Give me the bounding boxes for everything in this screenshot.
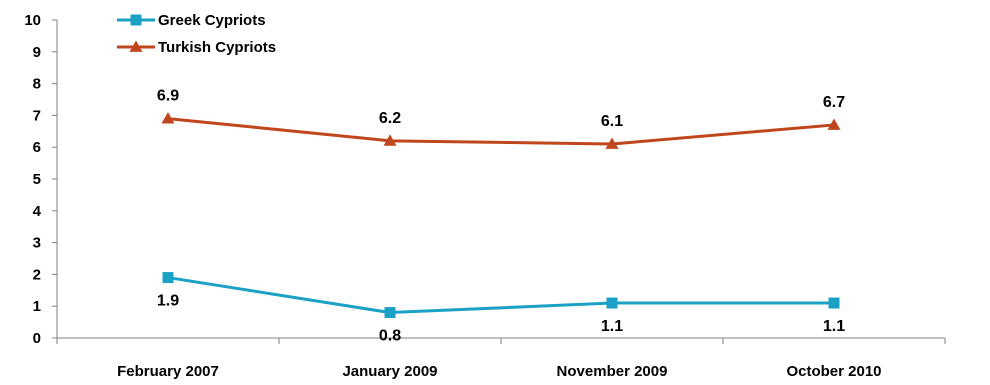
x-tick-label: October 2010 xyxy=(786,363,881,380)
y-tick-label: 9 xyxy=(33,44,41,61)
series-line xyxy=(167,117,835,146)
data-point xyxy=(828,297,840,309)
series-greek-cypriots: 1.9 0.8 1.1 1.1 xyxy=(157,272,845,345)
legend-label: Turkish Cypriots xyxy=(158,39,276,56)
y-tick-label: 10 xyxy=(24,12,41,29)
data-label: 6.9 xyxy=(157,88,179,105)
y-tick-label: 2 xyxy=(33,266,41,283)
series-layer: 1.9 0.8 1.1 1.1 6.9 6.2 6.1 6.7 xyxy=(157,88,845,345)
legend: Greek Cypriots Turkish Cypriots xyxy=(117,12,276,56)
series-turkish-cypriots: 6.9 6.2 6.1 6.7 xyxy=(157,88,845,149)
data-point xyxy=(605,137,619,149)
data-label: 6.7 xyxy=(823,94,845,111)
x-tick-label: January 2009 xyxy=(342,363,437,380)
legend-marker xyxy=(129,40,143,52)
legend-item: Greek Cypriots xyxy=(117,12,266,29)
x-tick-labels: February 2007 January 2009 November 2009 Oc… xyxy=(117,363,881,380)
data-label: 1.1 xyxy=(601,318,623,335)
y-tick-label: 5 xyxy=(33,171,41,188)
series-line xyxy=(167,276,834,315)
y-tick-label: 0 xyxy=(33,330,41,347)
data-label: 0.8 xyxy=(379,328,401,345)
y-tick-label: 1 xyxy=(33,298,41,315)
y-tick-label: 8 xyxy=(33,76,41,93)
data-label: 1.9 xyxy=(157,293,179,310)
legend-marker xyxy=(130,14,142,26)
data-point xyxy=(162,272,174,284)
y-tick-label: 7 xyxy=(33,107,41,124)
x-tick-label: February 2007 xyxy=(117,363,219,380)
data-label: 1.1 xyxy=(823,318,845,335)
legend-label: Greek Cypriots xyxy=(158,12,266,29)
legend-item: Turkish Cypriots xyxy=(117,39,276,56)
y-tick-label: 3 xyxy=(33,235,41,252)
y-tick-label: 4 xyxy=(33,203,42,220)
y-tick-labels: 0 1 2 3 4 5 6 7 8 9 10 xyxy=(24,12,41,347)
data-point xyxy=(161,112,175,124)
data-point xyxy=(827,118,841,130)
x-tick-label: November 2009 xyxy=(557,363,668,380)
data-point xyxy=(384,307,396,319)
axes xyxy=(52,19,946,344)
data-label: 6.2 xyxy=(379,110,401,127)
data-point xyxy=(383,134,397,146)
data-label: 6.1 xyxy=(601,113,623,130)
data-point xyxy=(606,297,618,309)
y-tick-label: 6 xyxy=(33,139,41,156)
